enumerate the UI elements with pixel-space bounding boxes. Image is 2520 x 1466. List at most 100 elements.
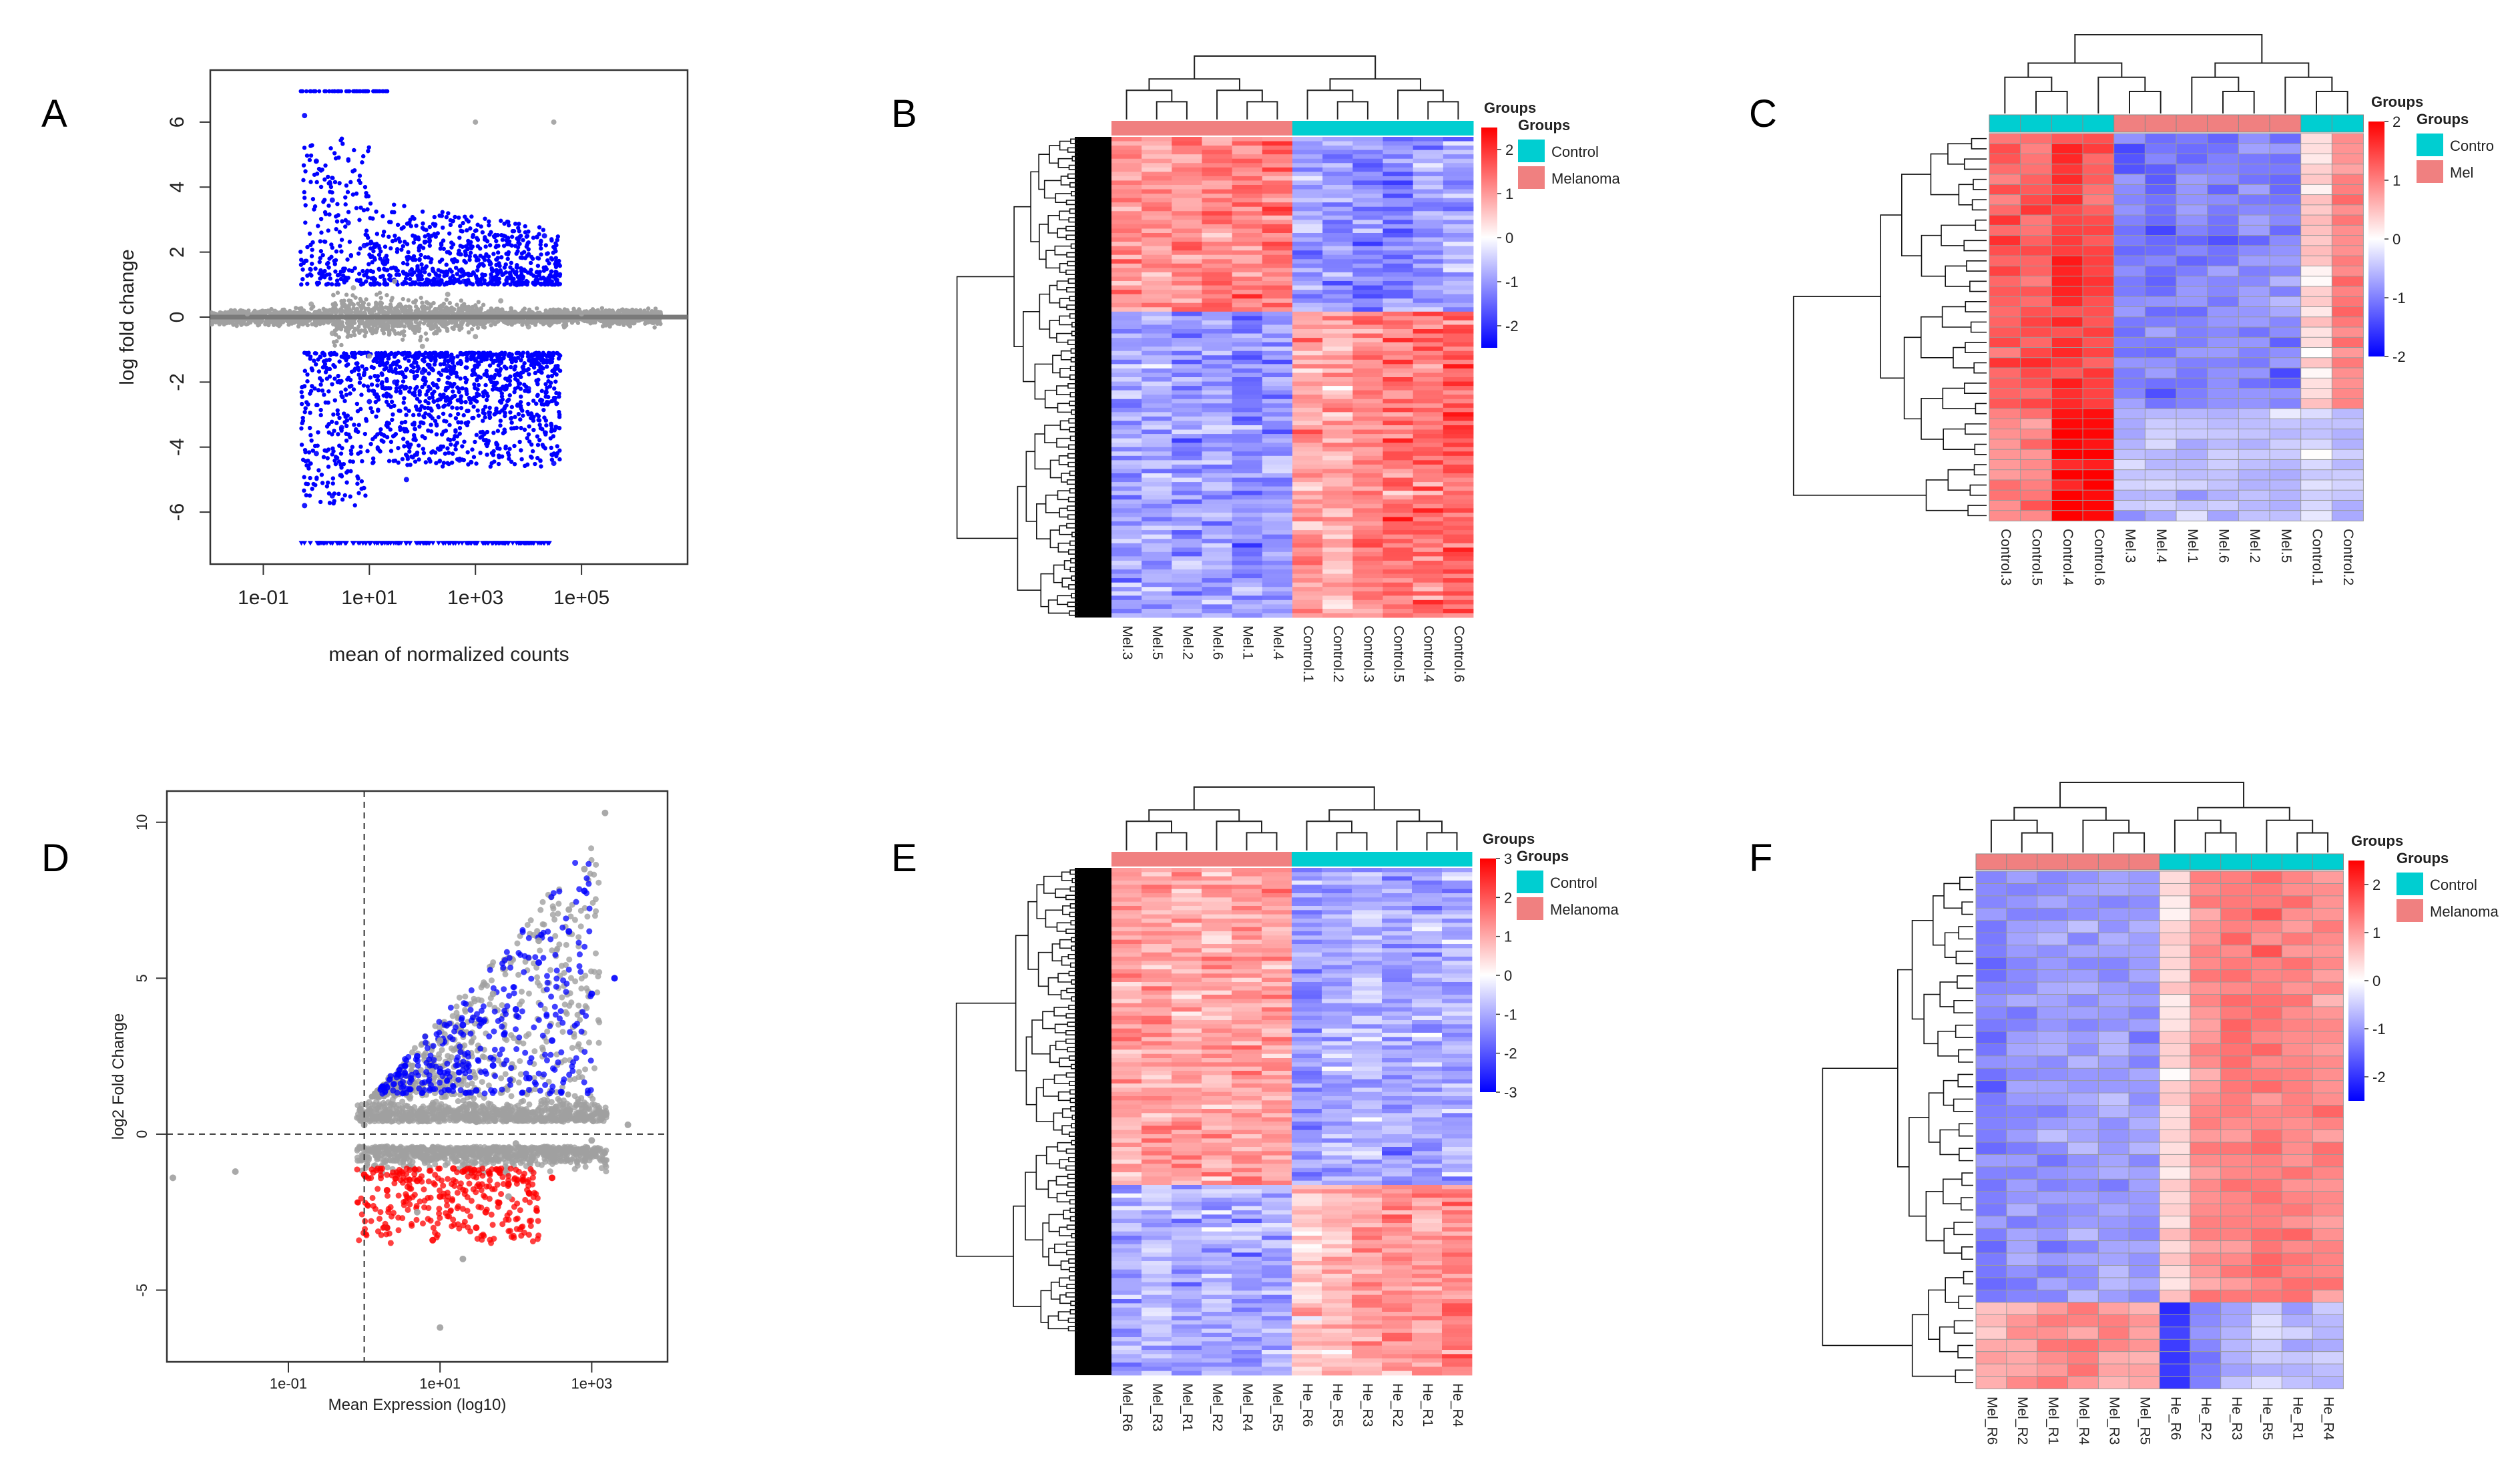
cloud-point	[379, 438, 384, 443]
cloud-point	[377, 362, 383, 368]
cloud-point	[499, 307, 505, 312]
panel-letters: A B CD E F	[41, 92, 1777, 880]
cloud-point	[443, 451, 448, 456]
y-tick-label: 0	[166, 312, 188, 323]
cloud-point	[526, 252, 531, 256]
cloud-point	[425, 282, 430, 287]
cloud-point	[435, 231, 440, 236]
cloud-point	[315, 403, 320, 407]
cloud-point	[401, 437, 406, 441]
cloud-point	[466, 219, 471, 224]
cloud-point	[537, 270, 542, 274]
cloud-point	[550, 282, 555, 287]
panel-letter-a: A	[41, 92, 67, 136]
cloud-point	[500, 272, 505, 278]
cloud-point	[420, 209, 425, 214]
cloud-point	[338, 322, 343, 328]
cloud-point	[327, 180, 332, 185]
cloud-point	[642, 308, 647, 313]
cloud-point	[329, 282, 334, 287]
cloud-point	[435, 385, 440, 390]
cloud-point	[356, 178, 362, 183]
cloud-point	[449, 352, 454, 357]
cloud-point	[328, 352, 333, 357]
cloud-point	[443, 388, 448, 393]
cloud-point	[365, 384, 370, 389]
cloud-point	[375, 378, 381, 383]
cloud-point	[382, 367, 387, 372]
cloud-point	[349, 369, 354, 374]
cloud-point	[327, 357, 332, 362]
cloud-point	[341, 461, 346, 467]
cloud-point	[344, 423, 349, 429]
cloud-point	[354, 278, 360, 282]
cloud-point	[302, 196, 307, 200]
cloud-point	[320, 365, 326, 370]
cloud-point	[509, 420, 514, 425]
cloud-point	[283, 309, 288, 314]
cloud-point	[337, 359, 342, 364]
cloud-point	[393, 351, 398, 356]
cloud-point	[484, 441, 489, 447]
cloud-point	[434, 432, 439, 437]
cloud-point	[334, 320, 338, 325]
cloud-point	[525, 242, 529, 248]
cloud-point	[343, 387, 348, 392]
cloud-point	[474, 433, 479, 437]
cloud-point	[314, 180, 319, 185]
cloud-point	[379, 309, 385, 314]
cloud-point	[314, 362, 318, 366]
cloud-point	[483, 244, 488, 249]
cloud-point	[310, 197, 316, 202]
cloud-point	[371, 365, 376, 371]
cloud-point	[473, 439, 477, 445]
cloud-point	[351, 329, 356, 334]
cloud-point	[494, 257, 499, 262]
cloud-point	[327, 212, 332, 217]
cloud-point	[402, 396, 407, 401]
cloud-point	[415, 452, 419, 457]
cloud-point	[420, 300, 425, 305]
cloud-point	[344, 308, 350, 312]
cloud-point	[427, 371, 431, 376]
cloud-point	[301, 163, 306, 168]
cloud-point	[344, 393, 349, 397]
cloud-point	[510, 310, 515, 314]
cloud-point	[323, 370, 328, 375]
cloud-point	[307, 231, 312, 236]
cloud-point	[403, 406, 408, 411]
cloud-point	[335, 412, 340, 417]
cloud-point	[504, 383, 509, 388]
cloud-point	[222, 322, 226, 327]
cloud-point	[321, 306, 326, 312]
cloud-point	[507, 242, 512, 247]
cloud-point	[339, 238, 344, 242]
cloud-point	[334, 227, 338, 232]
cloud-point	[459, 228, 463, 234]
cloud-point	[318, 249, 324, 254]
cloud-point	[465, 228, 469, 233]
cloud-point	[419, 262, 424, 267]
cloud-point	[525, 280, 530, 284]
cloud-point	[415, 273, 420, 278]
cloud-point	[415, 407, 420, 412]
cloud-point	[495, 429, 501, 433]
cloud-point	[435, 446, 441, 451]
cloud-point	[356, 318, 362, 324]
cloud-point	[299, 390, 304, 395]
cloud-point	[517, 319, 522, 324]
cloud-point	[308, 267, 313, 272]
cloud-point	[336, 459, 342, 464]
cloud-point	[491, 380, 496, 385]
cloud-point	[484, 369, 489, 373]
cloud-point	[549, 257, 555, 262]
cloud-point	[381, 229, 387, 234]
cloud-point	[523, 463, 527, 469]
cloud-point	[348, 435, 352, 440]
cloud-point	[318, 256, 323, 260]
cloud-point	[482, 325, 487, 330]
cloud-point	[382, 433, 387, 438]
cloud-point	[345, 334, 350, 339]
cloud-point	[309, 261, 314, 266]
cloud-point	[330, 382, 334, 387]
